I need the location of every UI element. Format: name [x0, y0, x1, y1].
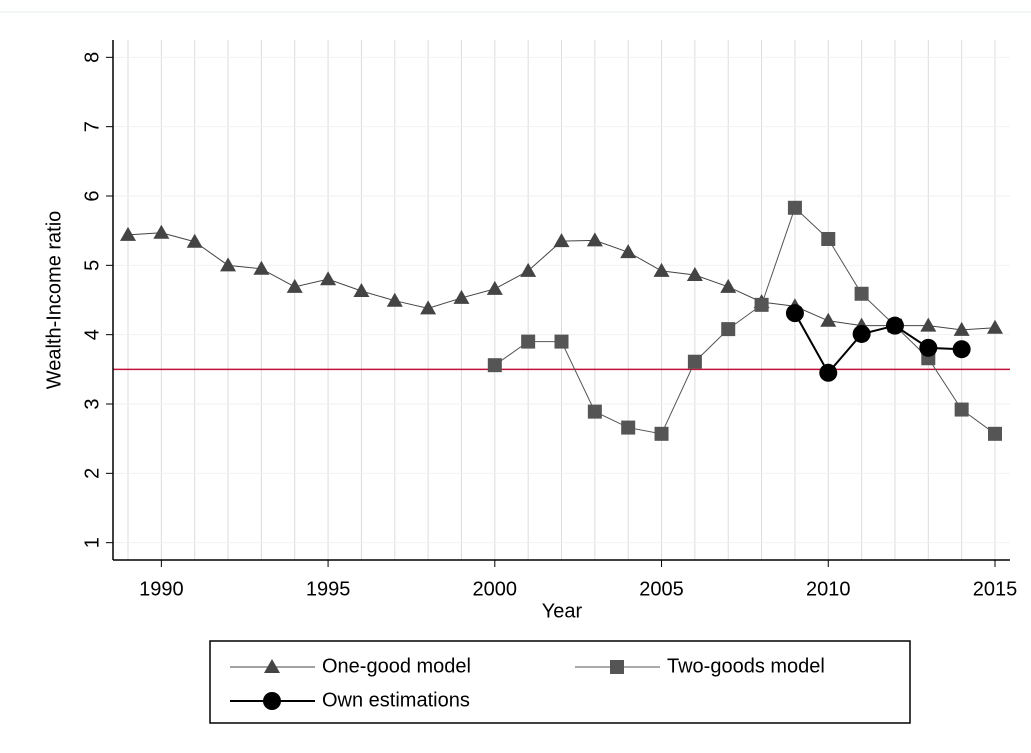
square-marker — [654, 426, 669, 441]
y-tick-label: 2 — [81, 468, 103, 479]
triangle-marker — [120, 226, 137, 241]
triangle-marker — [520, 262, 537, 277]
square-marker — [610, 660, 624, 674]
square-marker — [754, 297, 769, 312]
series-line — [794, 312, 962, 375]
y-tick-label: 6 — [81, 190, 103, 201]
x-tick-label: 1990 — [139, 578, 184, 600]
circle-marker — [919, 338, 938, 357]
square-marker — [854, 286, 869, 301]
square-marker — [687, 354, 702, 369]
triangle-marker — [153, 224, 170, 239]
triangle-marker — [220, 257, 237, 272]
triangle-marker — [953, 321, 970, 336]
x-axis-title: Year — [542, 600, 583, 622]
square-marker — [487, 358, 502, 373]
triangle-marker — [653, 262, 670, 277]
square-marker — [621, 420, 636, 435]
legend-label: One-good model — [322, 655, 471, 677]
square-marker — [954, 402, 969, 417]
x-tick-label: 1995 — [306, 578, 351, 600]
triangle-marker — [320, 271, 337, 286]
triangle-marker — [286, 278, 303, 293]
x-tick-label: 2005 — [639, 578, 684, 600]
triangle-marker — [453, 289, 470, 304]
x-tick-label: 2010 — [806, 578, 851, 600]
triangle-marker — [486, 280, 503, 295]
square-marker — [821, 231, 836, 246]
square-marker — [554, 334, 569, 349]
legend-box — [209, 640, 911, 724]
series-line — [494, 206, 996, 435]
y-tick-label: 3 — [81, 398, 103, 409]
square-marker — [521, 334, 536, 349]
square-marker — [787, 200, 802, 215]
triangle-marker — [686, 267, 703, 282]
square-marker — [721, 322, 736, 337]
triangle-marker — [720, 278, 737, 293]
triangle-marker — [620, 244, 637, 259]
legend-label: Two-goods model — [667, 655, 825, 677]
y-tick-label: 8 — [81, 52, 103, 63]
triangle-marker — [920, 317, 937, 332]
triangle-marker — [553, 233, 570, 248]
triangle-marker — [586, 232, 603, 247]
triangle-marker — [420, 300, 437, 315]
circle-marker — [952, 340, 971, 359]
x-tick-label: 2015 — [973, 578, 1018, 600]
circle-marker — [852, 324, 871, 343]
triangle-marker — [353, 282, 370, 297]
triangle-marker — [186, 233, 203, 248]
triangle-marker — [986, 319, 1003, 334]
triangle-marker — [386, 292, 403, 307]
y-axis-title: Wealth-Income ratio — [43, 211, 65, 390]
triangle-marker — [253, 260, 270, 275]
circle-marker — [785, 304, 804, 323]
square-marker — [587, 404, 602, 419]
y-tick-label: 7 — [81, 121, 103, 132]
triangle-marker — [820, 312, 837, 327]
triangle-marker — [264, 659, 280, 673]
square-marker — [987, 426, 1002, 441]
y-tick-label: 5 — [81, 260, 103, 271]
legend-label: Own estimations — [322, 689, 470, 711]
circle-marker — [263, 692, 281, 710]
circle-marker — [819, 363, 838, 382]
y-tick-label: 1 — [81, 537, 103, 548]
y-tick-label: 4 — [81, 329, 103, 340]
x-tick-label: 2000 — [473, 578, 518, 600]
circle-marker — [885, 316, 904, 335]
